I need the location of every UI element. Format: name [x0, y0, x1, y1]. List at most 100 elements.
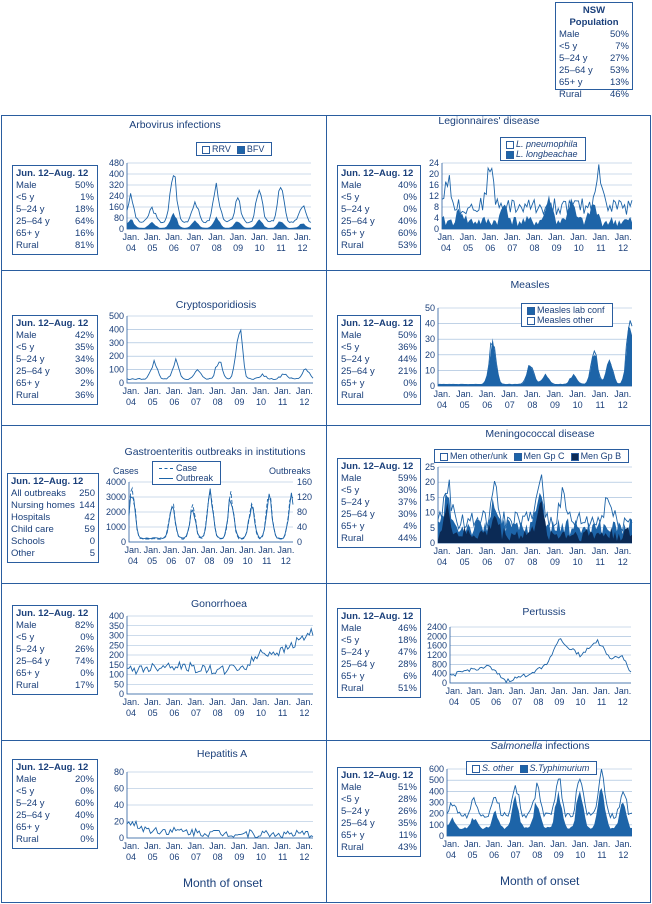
y-tick-label: 0: [119, 833, 124, 843]
stats-row: All outbreaks 250: [11, 488, 95, 500]
stats-row: <5 y 28%: [341, 794, 417, 806]
x-tick-label: Jan. 10: [572, 686, 589, 707]
y-tick-label: 200: [109, 351, 124, 361]
y-tick-label: 4: [434, 213, 439, 223]
x-tick-label: Jan. 04: [122, 841, 139, 862]
legend-item: L. longbeachae: [504, 149, 578, 159]
stats-row: 25–64 y 35%: [341, 818, 417, 830]
y-tick-label: 400: [109, 169, 124, 179]
x-tick-label: Jan. 11: [592, 546, 609, 567]
y-tick-label: 100: [109, 670, 124, 680]
panel-title-pert: Pertussis: [522, 606, 566, 618]
stats-row: 65+ y 2%: [16, 378, 94, 390]
x-tick-label: Jan. 09: [231, 697, 248, 718]
y-tick-label: 30: [425, 334, 435, 344]
panel-title-arbo: Arbovirus infections: [129, 119, 221, 131]
x-tick-label: Jan. 04: [437, 232, 454, 253]
y-tick-label: 300: [109, 631, 124, 641]
legend-label: S. other: [482, 763, 514, 773]
y-tick-label: 400: [109, 611, 124, 621]
stats-row: Rural 0%: [341, 390, 417, 402]
legend-arbo: RRV BFV: [196, 142, 273, 156]
x-tick-label: Jan. 10: [572, 839, 589, 860]
stats-label: 25–64 y: [341, 509, 375, 520]
legend-label: Case: [176, 463, 198, 473]
nsw-row-value: 7%: [615, 41, 629, 52]
x-axis-title-right: Month of onset: [500, 874, 580, 888]
panel-title-gastro: Gastroenteritis outbreaks in institution…: [124, 446, 306, 458]
stats-value: 0%: [403, 378, 417, 389]
y2-tick-label: 0: [297, 537, 302, 547]
stats-label: Rural: [341, 240, 364, 251]
stats-row: 5–24 y 44%: [341, 354, 417, 366]
stats-row: <5 y 1%: [16, 192, 94, 204]
stats-box-legion: Jun. 12–Aug. 12 Male 40% <5 y 0% 5–24 y 0% 25–6…: [337, 165, 421, 255]
stats-row: 25–64 y 30%: [16, 366, 94, 378]
x-tick-label: Jan. 08: [209, 841, 226, 862]
stats-value: 44%: [397, 533, 417, 544]
x-tick-label: Jan. 11: [593, 839, 610, 860]
stats-label: <5 y: [16, 632, 35, 643]
legend-swatch: [527, 316, 535, 325]
legend-swatch: [472, 764, 480, 773]
stats-value: 30%: [397, 485, 417, 496]
stats-label: 5–24 y: [341, 647, 370, 658]
stats-value: 18%: [397, 635, 417, 646]
stats-row: Rural 0%: [16, 834, 94, 846]
x-tick-label: Jan. 07: [509, 686, 526, 707]
chart-hepa: 0 20 40 60 80 Jan. 04 Jan. 05 Jan. 06 Jan. 07 Jan. 08 J…: [114, 767, 314, 873]
legend-item: Outbreak: [156, 473, 213, 483]
stats-value: 144: [79, 500, 95, 511]
y-tick-label: 400: [429, 786, 444, 796]
x-tick-label: Jan. 09: [231, 386, 248, 407]
panel-divider-vertical: [326, 115, 327, 903]
stats-row: Male 42%: [16, 330, 94, 342]
stats-row: Child care 59: [11, 524, 95, 536]
stats-label: <5 y: [341, 794, 360, 805]
stats-row: 65+ y 6%: [341, 671, 417, 683]
y-tick-label: 100: [109, 365, 124, 375]
series-line: [126, 819, 314, 840]
x-tick-label: Jan. 08: [526, 232, 543, 253]
x-tick-label: Jan. 06: [163, 545, 180, 566]
stats-box-gastro: Jun. 12–Aug. 12 All outbreaks 250 Nursing h…: [7, 473, 99, 563]
x-tick-label: Jan. 08: [208, 232, 225, 253]
stats-value: 34%: [74, 354, 94, 365]
y-tick-label: 320: [109, 180, 124, 190]
stats-value: 0%: [80, 834, 94, 845]
legend-swatch: [159, 478, 173, 480]
legend-legion: L. pneumophila L. longbeachae: [500, 137, 586, 161]
stats-label: 65+ y: [341, 378, 365, 389]
stats-label: <5 y: [341, 342, 360, 353]
stats-label: 25–64 y: [341, 366, 375, 377]
y-tick-label: 250: [109, 640, 124, 650]
x-tick-label: Jan. 09: [548, 232, 565, 253]
y-tick-label: 400: [109, 324, 124, 334]
x-tick-label: Jan. 10: [569, 389, 586, 410]
x-tick-label: Jan. 07: [501, 546, 518, 567]
stats-row: 25–64 y 40%: [16, 810, 94, 822]
stats-row: Male 51%: [341, 782, 417, 794]
x-tick-label: Jan. 08: [209, 697, 226, 718]
stats-value: 16%: [74, 228, 94, 239]
x-tick-label: Jan. 04: [433, 389, 450, 410]
series-line: [449, 638, 632, 684]
stats-value: 40%: [397, 216, 417, 227]
stats-label: 25–64 y: [341, 818, 375, 829]
panel-title-hepa: Hepatitis A: [196, 748, 248, 760]
stats-box-gono: Jun. 12–Aug. 12 Male 82% <5 y 0% 5–24 y 26% 25–…: [12, 605, 98, 695]
stats-label: Nursing homes: [11, 500, 75, 511]
stats-row: Rural 17%: [16, 680, 94, 692]
y-tick-label: 10: [425, 365, 435, 375]
stats-row: Male 82%: [16, 620, 94, 632]
stats-value: 30%: [397, 509, 417, 520]
stats-row: Male 20%: [16, 774, 94, 786]
nsw-row-label: Rural: [559, 89, 582, 100]
stats-value: 47%: [397, 647, 417, 658]
stats-row: 65+ y 16%: [16, 228, 94, 240]
chart-svg-crypto: 0 100 200 300 400 500 Jan. 04 Jan. 05 Jan. 06 Jan. 07…: [109, 311, 314, 407]
stats-row: 65+ y 11%: [341, 830, 417, 842]
stats-label: Rural: [341, 390, 364, 401]
stats-label: Rural: [341, 533, 364, 544]
